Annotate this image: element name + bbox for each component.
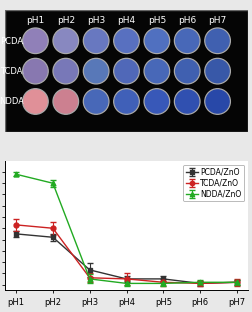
Text: TCDA/ZnO: TCDA/ZnO	[0, 67, 43, 76]
Circle shape	[114, 29, 138, 52]
Circle shape	[174, 28, 199, 54]
Circle shape	[24, 90, 47, 113]
Circle shape	[83, 89, 108, 114]
Circle shape	[53, 58, 78, 84]
Legend: PCDA/ZnO, TCDA/ZnO, NDDA/ZnO: PCDA/ZnO, TCDA/ZnO, NDDA/ZnO	[182, 164, 243, 202]
Circle shape	[24, 60, 47, 83]
Circle shape	[84, 90, 107, 113]
Circle shape	[204, 28, 229, 54]
Circle shape	[54, 60, 77, 83]
Text: pH5: pH5	[147, 16, 165, 25]
Text: pH3: pH3	[87, 16, 105, 25]
Circle shape	[144, 89, 169, 114]
Text: pH6: pH6	[177, 16, 196, 25]
Circle shape	[175, 29, 198, 52]
Circle shape	[54, 29, 77, 52]
Circle shape	[175, 60, 198, 83]
Circle shape	[205, 60, 228, 83]
Text: NDDA/ZnO: NDDA/ZnO	[0, 97, 44, 106]
Text: pH4: pH4	[117, 16, 135, 25]
Circle shape	[84, 60, 107, 83]
Circle shape	[145, 90, 168, 113]
Circle shape	[114, 90, 138, 113]
Circle shape	[113, 89, 139, 114]
Circle shape	[53, 28, 78, 54]
Circle shape	[83, 28, 108, 54]
Circle shape	[204, 89, 229, 114]
Circle shape	[83, 58, 108, 84]
Circle shape	[144, 58, 169, 84]
Circle shape	[174, 58, 199, 84]
FancyBboxPatch shape	[5, 10, 247, 132]
Circle shape	[174, 89, 199, 114]
Circle shape	[114, 60, 138, 83]
Text: PCDA/ZnO: PCDA/ZnO	[0, 36, 43, 45]
Circle shape	[144, 28, 169, 54]
Circle shape	[113, 28, 139, 54]
Text: pH1: pH1	[26, 16, 44, 25]
Circle shape	[145, 60, 168, 83]
Circle shape	[205, 90, 228, 113]
Circle shape	[23, 28, 48, 54]
Circle shape	[23, 89, 48, 114]
Text: pH7: pH7	[208, 16, 226, 25]
Circle shape	[113, 58, 139, 84]
Text: pH2: pH2	[56, 16, 75, 25]
Circle shape	[84, 29, 107, 52]
Circle shape	[23, 58, 48, 84]
Circle shape	[205, 29, 228, 52]
Circle shape	[53, 89, 78, 114]
Circle shape	[145, 29, 168, 52]
Circle shape	[204, 58, 229, 84]
Circle shape	[24, 29, 47, 52]
Circle shape	[175, 90, 198, 113]
Circle shape	[54, 90, 77, 113]
